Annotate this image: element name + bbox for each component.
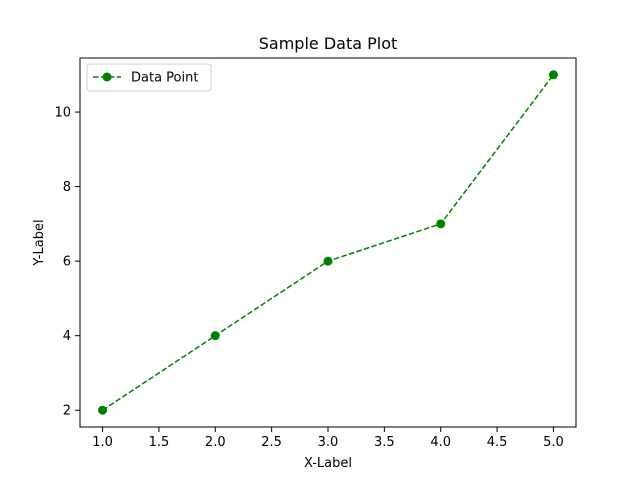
x-tick-label: 1.5 (149, 435, 170, 450)
x-tick-label: 1.0 (92, 435, 113, 450)
x-tick-label: 3.0 (318, 435, 339, 450)
data-point-marker (436, 219, 446, 229)
x-tick-label: 4.0 (430, 435, 451, 450)
y-tick-label: 4 (63, 329, 71, 344)
x-tick-label: 3.5 (374, 435, 395, 450)
x-tick-label: 2.0 (205, 435, 226, 450)
legend-entry-label: Data Point (131, 71, 198, 86)
x-tick-label: 2.5 (261, 435, 282, 450)
x-axis: 1.0 1.5 2.0 2.5 3.0 3.5 4.0 4.5 5.0 (92, 427, 564, 450)
data-point-marker (323, 256, 333, 266)
y-tick-label: 10 (54, 106, 71, 121)
x-axis-label: X-Label (304, 456, 352, 471)
legend-marker-sample (102, 72, 112, 82)
y-tick-label: 2 (63, 404, 71, 419)
data-point-marker (210, 331, 220, 341)
y-axis: 2 4 6 8 10 (54, 106, 80, 419)
data-point-marker (98, 405, 108, 415)
legend: Data Point (86, 63, 212, 92)
data-point-marker (548, 70, 558, 80)
y-tick-label: 6 (63, 255, 71, 270)
x-tick-label: 5.0 (543, 435, 564, 450)
series-layer (98, 70, 558, 415)
y-tick-label: 8 (63, 180, 71, 195)
legend-box (86, 63, 212, 92)
x-tick-label: 4.5 (487, 435, 508, 450)
chart-title: Sample Data Plot (259, 34, 398, 53)
y-axis-label: Y-Label (32, 219, 47, 266)
